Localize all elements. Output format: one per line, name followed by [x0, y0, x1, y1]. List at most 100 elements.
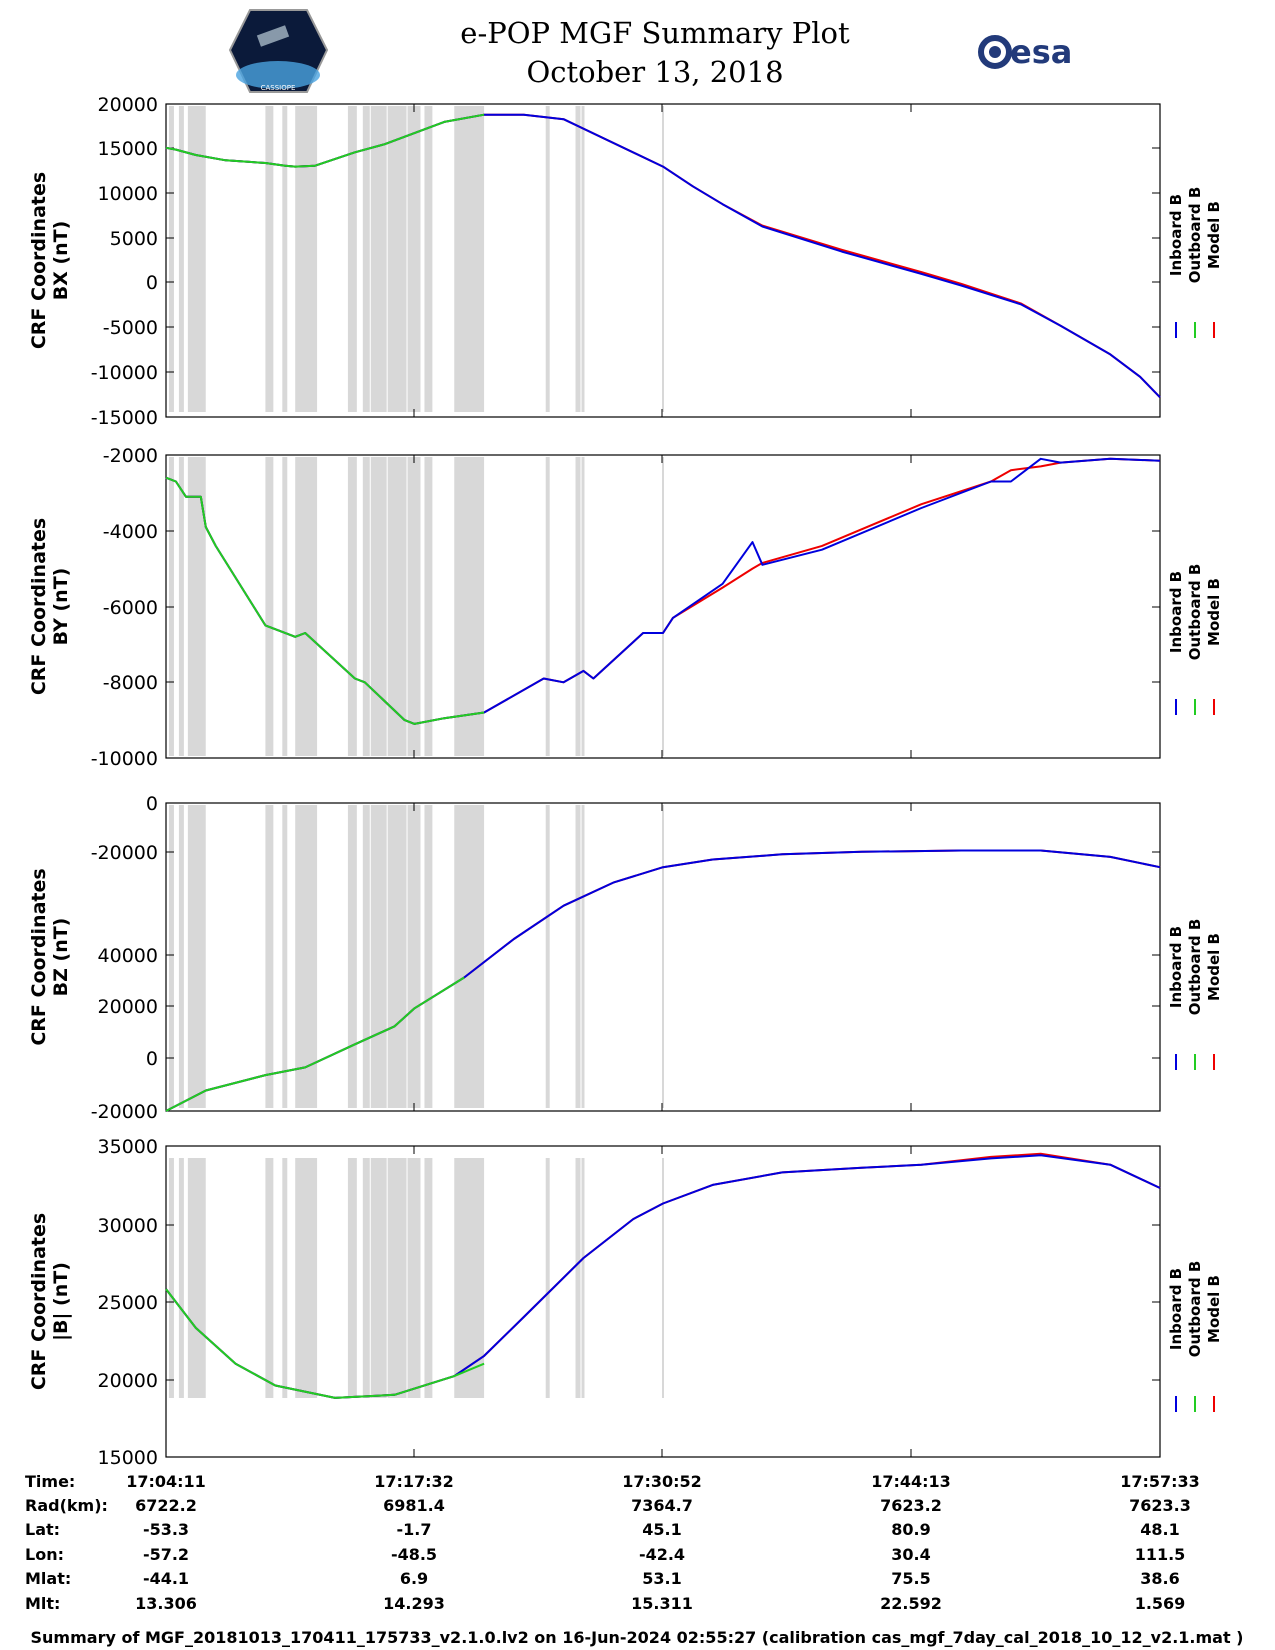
data-gap-band [407, 1158, 421, 1398]
data-gap-band [545, 805, 550, 1108]
legend-label: Inboard B [1167, 1268, 1185, 1350]
y-tick-label: 20000 [98, 1370, 158, 1392]
data-gap-band [282, 1158, 288, 1398]
y-axis-label: BX (nT) [50, 221, 72, 301]
y-tick-label: 15000 [98, 138, 158, 160]
data-gap-band [178, 805, 184, 1108]
chart-panel-1: 20000 15000 10000 5000 0 -5000 -10000 -15000 CRF… [28, 94, 1223, 429]
legend-label: Inboard B [1167, 194, 1185, 276]
data-gap-band [575, 106, 581, 412]
ephemeris-cell: -53.3 [143, 1520, 189, 1539]
data-gap-band [575, 457, 581, 756]
data-gap-band [575, 805, 581, 1108]
chart-panel-4: 35000 30000 25000 20000 15000 CRF Coordinates… [28, 1136, 1223, 1469]
y-tick-label: 0 [146, 1048, 158, 1070]
data-gap-band [424, 106, 433, 412]
data-gap-band [387, 106, 407, 412]
ephemeris-cell: 17:57:33 [1120, 1472, 1200, 1491]
y-tick-label: 15000 [98, 1447, 158, 1469]
ephemeris-cell: 48.1 [1140, 1520, 1179, 1539]
data-gap-band [581, 457, 585, 756]
data-gap-band [295, 1158, 318, 1398]
plot-frame [165, 103, 1161, 418]
legend-label: Model B [1205, 933, 1223, 1001]
ephemeris-cell: -48.5 [391, 1545, 437, 1564]
ephemeris-cell: 75.5 [891, 1569, 930, 1588]
legend-label: Outboard B [1186, 1261, 1204, 1358]
esa-logo-text: esa [1010, 33, 1072, 71]
y-axis-label: CRF Coordinates [28, 172, 50, 349]
data-gap-band [362, 805, 370, 1108]
data-gap-band [187, 457, 206, 756]
ephemeris-cell: 7623.2 [880, 1496, 942, 1515]
ephemeris-cell: 17:17:32 [374, 1472, 454, 1491]
data-gap-band [662, 1158, 664, 1398]
data-gap-band [581, 106, 585, 412]
data-gap-band [387, 457, 407, 756]
cassiope-logo-text: CASSIOPE [261, 84, 296, 92]
data-gap-band [454, 457, 485, 756]
data-gap-band [178, 106, 184, 412]
ephemeris-row-label: Lon: [25, 1545, 64, 1564]
plot-frame [165, 802, 1161, 1112]
y-tick-label: 20000 [98, 94, 158, 116]
data-gap-band [295, 805, 318, 1108]
data-gap-band [454, 805, 485, 1108]
series-line-outboard-b [165, 976, 465, 1112]
data-gap-band [265, 106, 274, 412]
y-tick-label: -20000 [91, 842, 158, 864]
ephemeris-cell: 80.9 [891, 1520, 930, 1539]
legend-label: Outboard B [1186, 187, 1204, 284]
data-gap-band [347, 1158, 357, 1398]
y-tick-label: 40000 [98, 945, 158, 967]
series-line-outboard-b [165, 113, 485, 168]
data-gap-band [168, 106, 174, 412]
data-gap-band [282, 457, 288, 756]
ephemeris-cell: 17:44:13 [871, 1472, 951, 1491]
data-gap-band [168, 1158, 174, 1398]
ephemeris-cell: 15.311 [631, 1594, 693, 1613]
data-gap-band [387, 1158, 407, 1398]
legend-label: Outboard B [1186, 919, 1204, 1016]
y-tick-label: 20000 [98, 996, 158, 1018]
legend-label: Model B [1205, 578, 1223, 646]
y-tick-label: -2000 [103, 445, 158, 467]
data-gap-band [370, 805, 387, 1108]
data-gap-band [424, 805, 433, 1108]
data-gap-band [362, 457, 370, 756]
esa-logo: esa [978, 33, 1072, 71]
ephemeris-cell: -44.1 [143, 1569, 189, 1588]
data-gap-band [662, 457, 664, 756]
data-gap-band [545, 106, 550, 412]
ephemeris-row-label: Rad(km): [25, 1496, 108, 1515]
data-gap-band [187, 1158, 206, 1398]
y-tick-label: 5000 [110, 228, 158, 250]
ephemeris-cell: -57.2 [143, 1545, 189, 1564]
y-tick-label: -10000 [91, 748, 158, 770]
plot-title-line2: October 13, 2018 [526, 55, 783, 89]
series-line-outboard-b [165, 476, 485, 725]
y-tick-label: -4000 [103, 521, 158, 543]
data-gap-band [347, 457, 357, 756]
data-gap-band [581, 1158, 585, 1398]
legend-label: Model B [1205, 201, 1223, 269]
y-tick-label: -10000 [91, 362, 158, 384]
ephemeris-cell: 6.9 [400, 1569, 428, 1588]
ephemeris-cell: 6981.4 [383, 1496, 445, 1515]
ephemeris-row-label: Lat: [25, 1520, 60, 1539]
y-axis-label: BZ (nT) [50, 918, 72, 997]
data-gap-band [424, 1158, 433, 1398]
data-gap-band [282, 106, 288, 412]
data-gap-band [407, 457, 421, 756]
y-tick-label: 0 [146, 793, 158, 815]
y-tick-label: 25000 [98, 1292, 158, 1314]
plot-title-line1: e-POP MGF Summary Plot [460, 16, 850, 50]
data-gap-band [362, 106, 370, 412]
y-tick-label: -20000 [91, 1101, 158, 1123]
y-tick-label: -8000 [103, 672, 158, 694]
ephemeris-cell: 7364.7 [631, 1496, 693, 1515]
data-gap-band [370, 106, 387, 412]
y-axis-label: CRF Coordinates [28, 518, 50, 695]
data-gap-band [295, 457, 318, 756]
